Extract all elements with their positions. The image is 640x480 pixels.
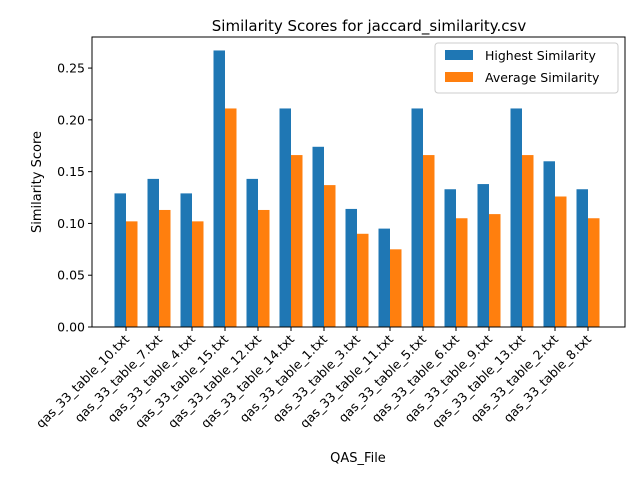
bar-average-14 bbox=[555, 196, 567, 327]
bar-highest-5 bbox=[246, 178, 258, 327]
legend-swatch-highest bbox=[445, 50, 473, 60]
bar-highest-6 bbox=[279, 108, 291, 327]
y-tick-label: 0.25 bbox=[57, 61, 85, 76]
bars-group bbox=[114, 50, 600, 327]
bar-average-2 bbox=[159, 209, 171, 327]
bar-highest-14 bbox=[543, 161, 555, 327]
y-axis: 0.00 0.05 0.10 0.15 0.20 0.25 bbox=[57, 61, 92, 335]
bar-average-10 bbox=[423, 155, 435, 327]
bar-average-3 bbox=[192, 221, 204, 327]
chart-title: Similarity Scores for jaccard_similarity… bbox=[212, 17, 527, 36]
y-tick-label: 0.20 bbox=[57, 112, 85, 127]
y-tick-label: 0.15 bbox=[57, 164, 85, 179]
legend-label-highest: Highest Similarity bbox=[485, 48, 597, 63]
bar-average-6 bbox=[291, 155, 303, 327]
bar-average-9 bbox=[390, 249, 402, 327]
bar-average-5 bbox=[258, 209, 270, 327]
x-axis-label: QAS_File bbox=[330, 451, 386, 466]
bar-highest-8 bbox=[345, 208, 357, 327]
bar-highest-15 bbox=[576, 189, 588, 327]
legend-frame bbox=[434, 42, 619, 94]
bar-highest-11 bbox=[444, 189, 456, 327]
bar-average-7 bbox=[324, 185, 336, 327]
bar-highest-12 bbox=[477, 184, 489, 327]
bar-average-4 bbox=[225, 108, 237, 327]
legend-swatch-average bbox=[445, 72, 473, 82]
x-axis: qas_33_table_10.txtqas_33_table_7.txtqas… bbox=[33, 327, 594, 431]
bar-highest-10 bbox=[411, 108, 423, 327]
bar-average-13 bbox=[522, 155, 534, 327]
bar-highest-4 bbox=[213, 50, 225, 327]
bar-average-8 bbox=[357, 233, 369, 327]
bar-highest-1 bbox=[114, 193, 126, 327]
y-axis-label: Similarity Score bbox=[30, 131, 45, 233]
legend: Highest Similarity Average Similarity bbox=[434, 42, 619, 94]
y-tick-label: 0.10 bbox=[57, 216, 85, 231]
bar-highest-13 bbox=[510, 108, 522, 327]
bar-average-1 bbox=[126, 221, 138, 327]
y-tick-label: 0.00 bbox=[57, 320, 85, 335]
bar-average-12 bbox=[489, 214, 501, 327]
bar-highest-9 bbox=[378, 228, 390, 327]
plot-frame bbox=[91, 36, 626, 328]
legend-label-average: Average Similarity bbox=[485, 70, 600, 85]
bar-average-15 bbox=[588, 218, 600, 327]
bar-highest-2 bbox=[147, 178, 159, 327]
y-tick-label: 0.05 bbox=[57, 268, 85, 283]
bar-average-11 bbox=[456, 218, 468, 327]
bar-highest-7 bbox=[312, 146, 324, 327]
bar-highest-3 bbox=[180, 193, 192, 327]
